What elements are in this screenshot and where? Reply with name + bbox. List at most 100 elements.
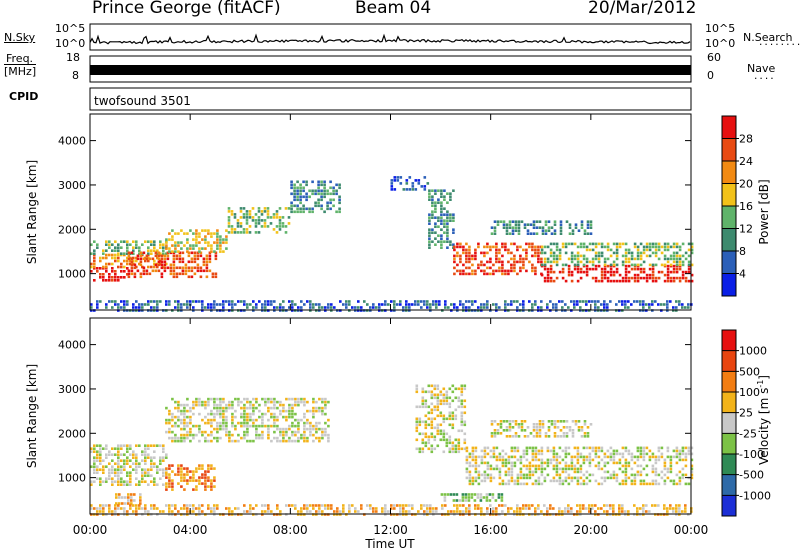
power-cell-13 <box>210 303 213 306</box>
velocity-cell-7 <box>464 499 468 502</box>
velocity-cell-3 <box>213 400 216 404</box>
power-cell-9 <box>474 269 477 273</box>
velocity-cell-5 <box>636 449 640 453</box>
velocity-cell-4 <box>442 417 446 421</box>
power-cell-3 <box>208 260 212 264</box>
power-cell-9 <box>510 242 513 246</box>
velocity-cell-3 <box>174 436 177 440</box>
velocity-cell-0 <box>114 474 117 477</box>
velocity-cell-5 <box>564 449 568 453</box>
velocity-cell-6 <box>574 423 578 426</box>
power-cell-3 <box>172 266 176 270</box>
power-cell-10 <box>627 264 631 268</box>
power-cell-2 <box>153 246 156 249</box>
velocity-cell-6 <box>541 420 545 423</box>
power-cell-2 <box>162 252 165 255</box>
velocity-cell-5 <box>597 467 601 471</box>
velocity-cell-5 <box>600 458 604 462</box>
power-cell-13 <box>123 303 126 306</box>
power-cell-0 <box>117 276 120 279</box>
velocity-cell-3 <box>243 421 246 425</box>
velocity-cell-3 <box>228 400 231 404</box>
power-cell-12 <box>541 229 545 232</box>
velocity-cell-0 <box>117 453 120 456</box>
velocity-cell-4 <box>430 393 434 397</box>
velocity-cell-3 <box>186 415 189 419</box>
power-cell-11 <box>654 242 658 246</box>
velocity-cell-6 <box>562 432 566 435</box>
velocity-cell-2 <box>139 502 142 505</box>
velocity-cell-1 <box>168 482 171 485</box>
power-cell-11 <box>558 251 562 255</box>
velocity-cell-6 <box>577 420 581 423</box>
power-cell-7 <box>414 179 418 182</box>
power-cell-13 <box>150 306 153 309</box>
velocity-cell-4 <box>448 414 452 418</box>
power-cell-13 <box>201 300 204 303</box>
velocity-cell-4 <box>439 438 443 442</box>
power-cell-3 <box>169 269 173 273</box>
velocity-cell-3 <box>282 436 285 440</box>
velocity-cell-8 <box>462 510 465 513</box>
velocity-cell-0 <box>144 474 147 477</box>
power-cell-6 <box>299 207 302 211</box>
velocity-cell-5 <box>495 455 499 459</box>
velocity-cell-5 <box>651 482 655 486</box>
velocity-cell-0 <box>117 483 120 486</box>
power-cell-9 <box>483 251 486 255</box>
power-cell-5 <box>263 210 267 213</box>
power-cell-11 <box>636 248 640 252</box>
velocity-cell-5 <box>492 452 496 456</box>
velocity-cell-8 <box>645 510 648 513</box>
power-cell-8 <box>446 246 449 249</box>
velocity-cell-8 <box>570 507 573 510</box>
velocity-cell-5 <box>600 467 604 471</box>
power-cell-5 <box>269 222 273 225</box>
velocity-cell-0 <box>144 456 147 459</box>
power-cell-3 <box>163 260 167 264</box>
power-cell-12 <box>553 220 557 223</box>
velocity-cell-4 <box>424 390 428 394</box>
velocity-cell-8 <box>264 504 267 507</box>
velocity-cell-3 <box>207 412 210 416</box>
velocity-cell-3 <box>249 403 252 407</box>
power-cell-10 <box>594 267 598 271</box>
power-cell-10 <box>558 270 562 274</box>
velocity-cell-7 <box>449 493 453 496</box>
power-cell-11 <box>669 263 673 267</box>
power-cell-13 <box>144 303 147 306</box>
power-cell-6 <box>290 210 293 214</box>
velocity-cell-3 <box>207 418 210 422</box>
power-cell-11 <box>543 251 547 255</box>
power-cell-13 <box>435 303 438 306</box>
velocity-cell-5 <box>621 479 625 483</box>
power-cell-5 <box>266 216 270 219</box>
velocity-cell-5 <box>618 452 622 456</box>
velocity-cell-7 <box>452 499 456 502</box>
velocity-cell-4 <box>448 441 452 445</box>
velocity-cell-0 <box>93 444 96 447</box>
velocity-cell-5 <box>612 476 616 480</box>
power-cell-12 <box>538 226 542 229</box>
power-cell-13 <box>324 306 327 309</box>
velocity-cell-8 <box>582 504 585 507</box>
power-cell-6 <box>290 207 293 211</box>
velocity-cell-7 <box>485 496 489 499</box>
power-cell-4 <box>189 244 192 247</box>
velocity-cell-3 <box>324 433 327 437</box>
power-cell-9 <box>474 254 477 258</box>
velocity-cell-6 <box>580 435 584 438</box>
power-cell-10 <box>612 273 616 277</box>
power-cell-11 <box>579 254 583 258</box>
velocity-cell-3 <box>177 403 180 407</box>
nave-label: Nave <box>747 62 776 75</box>
velocity-cell-3 <box>213 415 216 419</box>
power-cell-13 <box>492 303 495 306</box>
power-cell-13 <box>468 300 471 303</box>
power-cell-9 <box>462 263 465 267</box>
power-cell-9 <box>492 245 495 249</box>
velocity-cell-8 <box>228 510 231 513</box>
velocity-cell-5 <box>567 464 571 468</box>
velocity-cell-3 <box>183 415 186 419</box>
power-cell-2 <box>153 243 156 246</box>
